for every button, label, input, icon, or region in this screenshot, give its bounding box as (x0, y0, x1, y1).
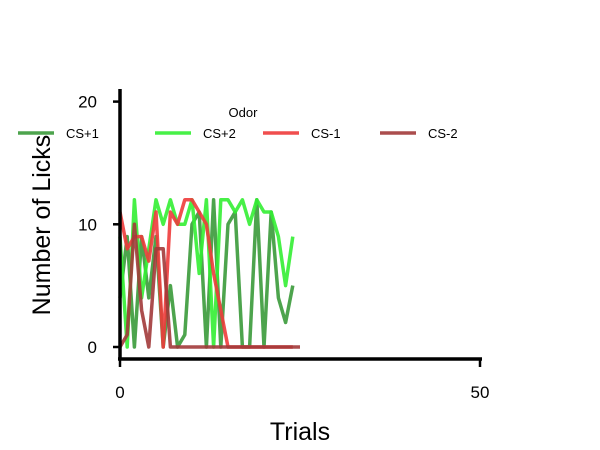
x-tick-label: 0 (115, 383, 124, 402)
legend-label: CS-2 (428, 126, 458, 141)
x-axis-title: Trials (270, 418, 330, 446)
legend: Odor CS+1 CS+2 CS-1 CS-2 (18, 105, 458, 141)
legend-title: Odor (229, 105, 259, 120)
x-tick-label: 50 (471, 383, 490, 402)
legend-label: CS-1 (311, 126, 341, 141)
y-tick-label: 20 (78, 93, 97, 112)
y-axis-title: Number of Licks (28, 135, 56, 316)
y-tick-label: 0 (88, 338, 97, 357)
series-lines (118, 198, 300, 349)
ticks: 0 10 20 0 50 (78, 93, 489, 402)
legend-label: CS+1 (66, 126, 99, 141)
series-line-cs-2 (118, 222, 300, 349)
y-tick-label: 10 (78, 215, 97, 234)
series-line-cs-2 (118, 198, 295, 349)
legend-label: CS+2 (203, 126, 236, 141)
